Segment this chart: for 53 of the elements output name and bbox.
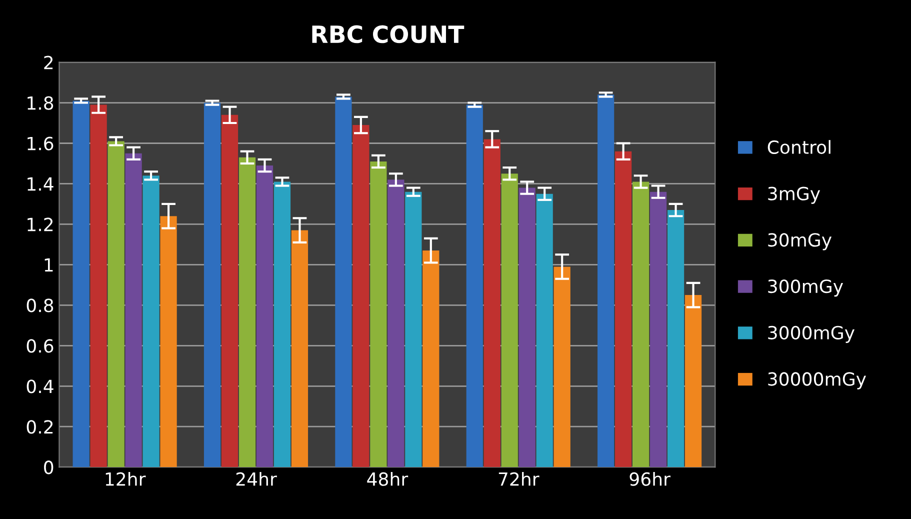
bar (142, 176, 160, 468)
bar (466, 104, 483, 468)
bar (422, 250, 440, 468)
x-tick-label: 96hr (630, 472, 670, 486)
y-tick-label: 0.4 (26, 380, 54, 394)
bar (632, 182, 650, 468)
y-tick-label: 1 (44, 258, 53, 272)
y-tick-label: 1.6 (28, 136, 54, 150)
legend-label: 300mGy (768, 279, 844, 297)
x-tick-label: 24hr (236, 472, 277, 486)
chart-title: RBC COUNT (312, 25, 464, 44)
bar (221, 114, 238, 468)
legend-label: 3mGy (768, 186, 820, 204)
y-tick-label: 2 (44, 56, 53, 70)
bar (352, 125, 370, 468)
legend-label: 30000mGy (768, 372, 866, 390)
bar (370, 161, 387, 468)
bar (501, 174, 518, 468)
bar (554, 266, 570, 468)
bar (536, 194, 553, 468)
bar (72, 100, 90, 468)
y-tick-label: 0.6 (26, 339, 54, 353)
legend-label: 3000mGy (768, 326, 855, 343)
bar (484, 139, 500, 468)
bar (90, 104, 107, 468)
bar (518, 188, 536, 468)
bar (615, 151, 632, 468)
y-tick-label: 1.2 (28, 218, 53, 232)
bar (684, 295, 702, 468)
bar (274, 182, 291, 468)
bar (238, 157, 256, 468)
x-tick-label: 12hr (106, 472, 146, 486)
bar (291, 230, 308, 468)
bar (405, 192, 422, 468)
y-tick-label: 1.8 (28, 96, 54, 110)
y-tick-label: 0.2 (26, 420, 53, 434)
bar (598, 94, 614, 468)
bar (650, 192, 667, 468)
y-tick-label: 0 (44, 460, 54, 474)
x-tick-label: 72hr (498, 472, 540, 486)
bar (256, 166, 274, 468)
legend-label: 30mGy (768, 233, 832, 250)
y-tick-label: 1.4 (28, 177, 54, 191)
bar (108, 141, 124, 468)
y-tick-label: 0.8 (26, 298, 54, 312)
bar (667, 210, 684, 468)
x-tick-label: 48hr (367, 472, 408, 486)
bar (388, 180, 404, 468)
bar (160, 216, 177, 468)
bar (204, 102, 221, 468)
legend-label: Control (768, 140, 830, 154)
bar (335, 96, 352, 468)
bar (125, 153, 142, 468)
